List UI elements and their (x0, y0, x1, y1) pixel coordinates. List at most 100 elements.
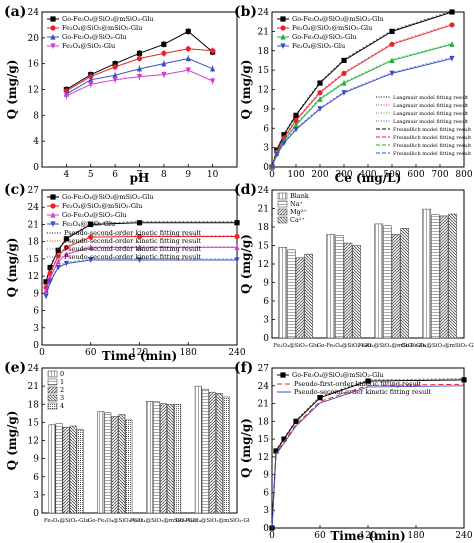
y-tick-label: 18 (258, 417, 270, 427)
x-axis-label: Time (min) (330, 529, 405, 543)
bar (111, 416, 119, 514)
y-tick-label: 15 (258, 242, 270, 252)
y-tick-label: 20 (28, 34, 40, 44)
y-tick-label: 21 (258, 205, 269, 215)
legend-entry: Go-Fe₃O₄@SiO₂@mSiO₂-Glu (292, 15, 384, 23)
bar (278, 247, 288, 339)
legend-entry: Ca²⁺ (290, 216, 305, 224)
legend-entry: Go-Fe₃O₄@SiO₂@mSiO₂-Glu (292, 371, 384, 379)
data-point (317, 90, 323, 96)
y-tick-label: 6 (263, 297, 269, 307)
fit-legend-entry: Pseudo-second-order kinetic fitting resu… (294, 388, 431, 396)
y-tick-label: 21 (28, 220, 39, 230)
data-point (293, 418, 299, 424)
category-label: Go-Fe₃O₄@SiO₂@mSiO₂-Gl (176, 517, 250, 524)
y-tick-label: 16 (28, 60, 40, 70)
y-tick-label: 6 (263, 124, 269, 134)
series-line (271, 379, 465, 529)
y-tick-label: 24 (28, 8, 40, 18)
data-point (63, 236, 69, 242)
bar (383, 225, 392, 339)
y-tick-label: 12 (258, 453, 269, 463)
legend-marker (50, 203, 56, 209)
x-tick-label: 60 (314, 531, 326, 541)
x-tick-label: 400 (359, 170, 376, 180)
bar (326, 234, 336, 339)
y-tick-label: 15 (258, 66, 270, 76)
bar (215, 393, 223, 514)
bar (222, 396, 230, 514)
bar (104, 412, 112, 514)
data-point (88, 221, 94, 228)
legend-marker (50, 212, 56, 218)
y-tick-label: 15 (28, 255, 40, 265)
x-tick-label: 180 (407, 531, 424, 541)
y-tick-label: 9 (263, 471, 269, 481)
fit-legend-entry: Pseudo-second-order kinetic fitting resu… (64, 237, 201, 245)
series-line (271, 43, 453, 168)
x-tick-label: 60 (85, 348, 97, 358)
x-tick-label: 0 (269, 531, 275, 541)
legend-marker (280, 25, 286, 31)
x-axis-label: Ce (mg/L) (335, 171, 402, 185)
legend-swatch (47, 394, 58, 402)
legend-entry: Mg²⁺ (290, 208, 307, 216)
bar (287, 249, 296, 339)
x-tick-label: 4 (64, 170, 70, 180)
legend-swatch (47, 386, 58, 394)
x-tick-label: 120 (131, 348, 148, 358)
y-tick-label: 9 (33, 455, 39, 465)
y-tick-label: 6 (263, 488, 269, 498)
y-tick-label: 6 (33, 473, 39, 483)
y-tick-label: 0 (33, 163, 39, 173)
data-point (389, 70, 395, 77)
x-tick-label: 5 (88, 170, 94, 180)
legend-marker (50, 16, 56, 22)
data-point (389, 28, 395, 34)
bar (422, 208, 432, 339)
panel-label: (a) (4, 4, 26, 20)
bar (201, 388, 209, 514)
fit-legend-entry: Freundlich model fitting result (393, 151, 471, 157)
data-point (55, 247, 61, 253)
legend-entry: 0 (60, 370, 64, 378)
data-point (293, 117, 299, 124)
legend-entry: Fe₃O₄@SiO₂@mSiO₂-Glu (62, 24, 142, 32)
data-point (55, 258, 61, 265)
data-point (317, 395, 323, 401)
fit-legend-entry: Freundlich model fitting result (393, 135, 471, 141)
legend-swatch (47, 370, 58, 378)
y-tick-label: 0 (263, 334, 269, 344)
y-tick-label: 24 (258, 382, 270, 392)
y-axis-label: Q (mg/g) (5, 411, 19, 471)
data-point (389, 41, 395, 47)
x-tick-label: 700 (431, 170, 448, 180)
legend-swatch (277, 200, 288, 208)
data-point (365, 378, 371, 384)
legend-entry: Fe₃O₄@SiO₂-Glu (292, 42, 345, 50)
legend-marker (50, 221, 56, 227)
legend-entry: 2 (60, 386, 64, 394)
bar (194, 385, 202, 514)
y-tick-label: 24 (258, 8, 270, 18)
y-tick-label: 15 (258, 435, 270, 445)
bar (208, 391, 216, 514)
fit-line (271, 10, 453, 166)
fit-legend-entry: Freundlich model fitting result (393, 127, 471, 133)
bar (335, 235, 344, 339)
y-tick-label: 12 (28, 86, 39, 96)
legend-entry: 3 (60, 394, 64, 402)
fit-legend-entry: Freundlich model fitting result (393, 143, 471, 149)
legend-marker (50, 34, 56, 40)
data-point (341, 80, 347, 86)
legend-swatch (47, 378, 58, 386)
data-point (269, 164, 275, 170)
data-point (449, 41, 455, 47)
category-label: Go-Fe₃O₄@SiO₂-Glu (317, 342, 372, 349)
legend-swatch (47, 402, 58, 410)
x-tick-label: 100 (287, 170, 304, 180)
y-axis-label: Q (mg/g) (239, 60, 253, 120)
y-tick-label: 0 (33, 341, 39, 351)
y-tick-label: 21 (28, 382, 39, 392)
